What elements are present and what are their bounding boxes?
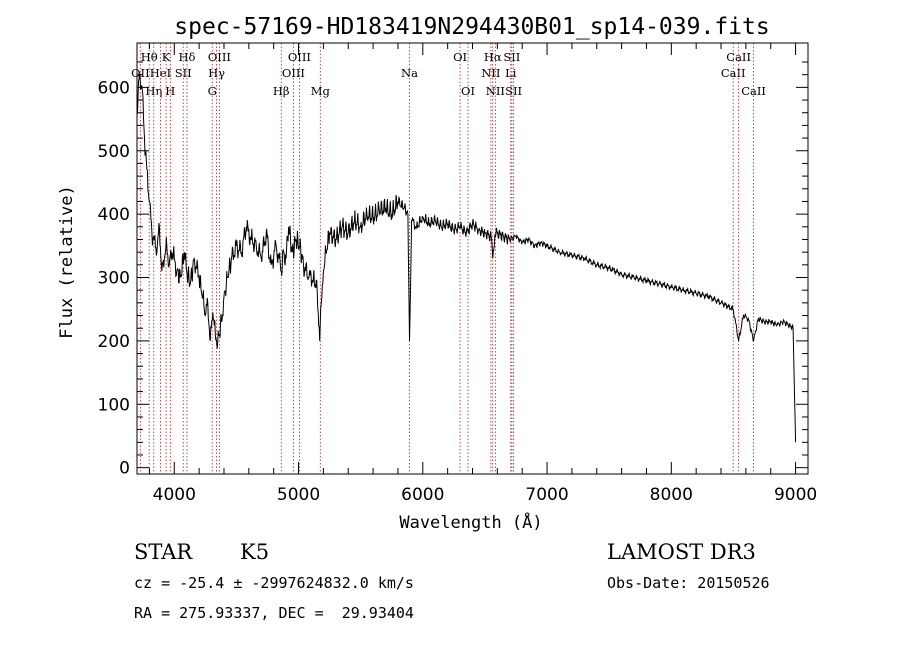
y-axis-label: Flux (relative) bbox=[57, 185, 77, 339]
marker-label-0: OII bbox=[131, 66, 150, 80]
object-subclass: K5 bbox=[240, 540, 270, 564]
x-tick-label: 9000 bbox=[774, 485, 817, 505]
marker-label-18: NII bbox=[481, 66, 500, 80]
x-tick-label: 5000 bbox=[277, 485, 320, 505]
marker-label-17: OI bbox=[461, 84, 475, 98]
marker-label-15: Na bbox=[401, 66, 418, 80]
marker-label-11: Hβ bbox=[273, 84, 290, 98]
marker-label-14: Mg bbox=[311, 84, 331, 98]
marker-label-5: H bbox=[165, 84, 175, 98]
spectrum-plot-area bbox=[136, 73, 797, 443]
y-tick-label: 300 bbox=[98, 269, 130, 289]
spectrum-series-0 bbox=[136, 73, 797, 443]
redshift-info: cz = -25.4 ± -2997624832.0 km/s bbox=[134, 574, 414, 592]
y-tick-label: 100 bbox=[98, 395, 130, 415]
marker-label-2: Hη bbox=[145, 84, 162, 98]
x-tick-label: 4000 bbox=[153, 485, 196, 505]
marker-label-10: OIII bbox=[208, 50, 231, 64]
y-tick-label: 400 bbox=[98, 205, 130, 225]
marker-label-13: OIII bbox=[288, 50, 311, 64]
marker-label-22: Li bbox=[505, 66, 517, 80]
y-tick-label: 500 bbox=[98, 142, 130, 162]
marker-label-9: G bbox=[208, 84, 217, 98]
x-tick-label: 7000 bbox=[525, 485, 568, 505]
spectral-line-markers: OIIHθHηHeIKHSIIHδHγGOIIIHβOIIIOIIIMgNaOI… bbox=[131, 43, 766, 474]
marker-label-16: OI bbox=[453, 50, 467, 64]
axes: 4000 5000 6000 7000 8000 9000 0 100 200 300 400 500… bbox=[98, 42, 817, 505]
object-class: STAR bbox=[134, 540, 193, 564]
observation-date: Obs-Date: 20150526 bbox=[607, 574, 770, 592]
y-tick-label: 600 bbox=[98, 78, 130, 98]
marker-label-4: K bbox=[162, 50, 171, 64]
marker-label-3: HeI bbox=[150, 66, 171, 80]
marker-label-20: NII bbox=[486, 84, 505, 98]
marker-label-19: Hα bbox=[484, 50, 502, 64]
marker-label-25: CaII bbox=[726, 50, 751, 64]
x-axis-label: Wavelength (Å) bbox=[399, 511, 542, 533]
x-tick-label: 6000 bbox=[401, 485, 444, 505]
marker-label-8: Hγ bbox=[208, 66, 225, 80]
marker-label-1: Hθ bbox=[141, 50, 158, 64]
chart-title: spec-57169-HD183419N294430B01_sp14-039.f… bbox=[174, 14, 769, 40]
survey-name: LAMOST DR3 bbox=[607, 540, 756, 564]
marker-label-23: SII bbox=[505, 84, 522, 98]
marker-label-6: SII bbox=[175, 66, 192, 80]
y-tick-label: 0 bbox=[119, 459, 130, 479]
plot-frame bbox=[136, 42, 809, 475]
marker-label-24: CaII bbox=[721, 66, 746, 80]
coordinates: RA = 275.93337, DEC = 29.93404 bbox=[134, 604, 414, 622]
marker-label-26: CaII bbox=[741, 84, 766, 98]
marker-label-21: SII bbox=[503, 50, 520, 64]
marker-label-7: Hδ bbox=[178, 50, 195, 64]
y-tick-label: 200 bbox=[98, 332, 130, 352]
marker-label-12: OIII bbox=[282, 66, 305, 80]
x-tick-label: 8000 bbox=[650, 485, 693, 505]
